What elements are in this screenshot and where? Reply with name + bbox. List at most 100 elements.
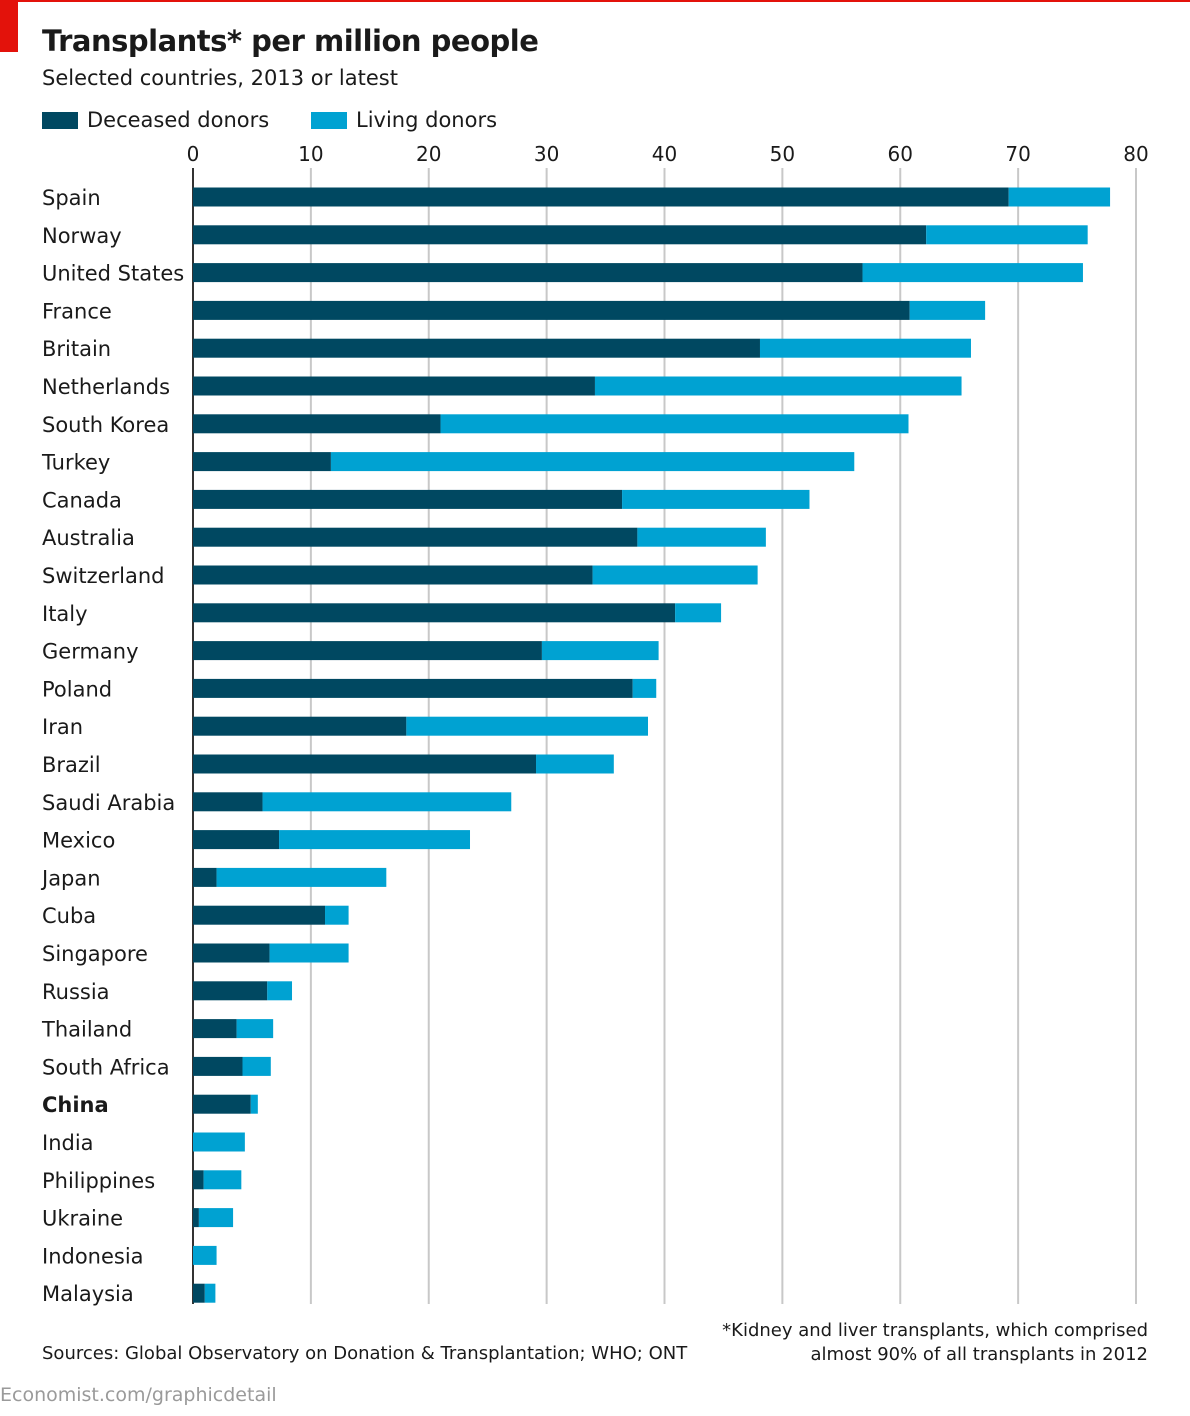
legend-label-living: Living donors [356, 108, 498, 132]
sources-note: Sources: Global Observatory on Donation … [42, 1343, 688, 1364]
bar-living-norway [926, 225, 1088, 245]
category-label: Poland [42, 677, 112, 701]
bar-living-turkey [330, 452, 855, 472]
category-label: India [42, 1131, 94, 1155]
bar-living-philippines [203, 1170, 242, 1190]
bar-deceased-singapore [193, 943, 270, 963]
category-label: South Korea [42, 413, 169, 437]
bar-living-india [193, 1132, 245, 1152]
bar-deceased-china [193, 1094, 251, 1114]
bar-living-germany [541, 641, 659, 661]
category-label: Malaysia [42, 1282, 134, 1306]
x-tick-label: 40 [652, 142, 677, 166]
x-tick-label: 80 [1123, 142, 1148, 166]
bar-living-spain [1008, 187, 1111, 207]
bar-deceased-norway [193, 225, 927, 245]
bar-living-china [250, 1094, 258, 1114]
bar-living-italy [675, 603, 722, 623]
bar-deceased-france [193, 300, 910, 320]
x-tick-label: 20 [416, 142, 441, 166]
category-label: Philippines [42, 1169, 155, 1193]
category-label: Netherlands [42, 375, 170, 399]
x-tick-label: 0 [187, 142, 200, 166]
bar-living-united-states [862, 263, 1083, 283]
x-tick-label: 60 [888, 142, 913, 166]
bar-deceased-iran [193, 716, 407, 736]
bar-deceased-canada [193, 489, 623, 509]
category-label: Japan [40, 866, 101, 890]
x-tick-label: 50 [770, 142, 795, 166]
category-label: Iran [42, 715, 83, 739]
category-label: China [42, 1093, 109, 1117]
bar-living-south-africa [242, 1056, 271, 1076]
bar-living-australia [637, 527, 766, 547]
bar-deceased-switzerland [193, 565, 593, 585]
x-tick-label: 10 [298, 142, 323, 166]
category-label: Germany [42, 640, 139, 664]
category-label: Canada [42, 488, 122, 512]
bar-deceased-russia [193, 981, 268, 1001]
category-label: Brazil [42, 753, 101, 777]
bar-living-south-korea [440, 414, 909, 434]
category-label: Thailand [41, 1018, 132, 1042]
bar-deceased-ukraine [193, 1208, 199, 1228]
category-label: South Africa [42, 1055, 170, 1079]
bar-deceased-japan [193, 867, 217, 887]
legend-item-living: Living donors [311, 106, 497, 134]
bar-deceased-spain [193, 187, 1009, 207]
bar-living-ukraine [198, 1208, 234, 1228]
bar-deceased-germany [193, 641, 542, 661]
gridlines [192, 168, 1137, 1304]
top-red-rule [0, 0, 1190, 2]
category-label: France [42, 299, 112, 323]
bar-living-saudi-arabia [262, 792, 512, 812]
bar-deceased-united-states [193, 263, 863, 283]
category-label: Switzerland [42, 564, 165, 588]
x-tick-label: 70 [1005, 142, 1030, 166]
bar-living-russia [267, 981, 293, 1001]
bar-living-netherlands [594, 376, 962, 396]
bar-living-thailand [236, 1019, 274, 1039]
bar-deceased-south-korea [193, 414, 441, 434]
x-axis-tick-labels: 0 10 20 30 40 50 60 70 80 [187, 142, 1149, 166]
legend-label-deceased: Deceased donors [87, 108, 270, 132]
bar-living-malaysia [204, 1283, 216, 1303]
bar-living-iran [406, 716, 648, 736]
footnote-line-2: almost 90% of all transplants in 2012 [810, 1344, 1148, 1365]
x-tick-label: 30 [534, 142, 559, 166]
category-label: Singapore [42, 942, 148, 966]
bar-living-poland [632, 678, 657, 698]
bar-deceased-malaysia [193, 1283, 205, 1303]
bar-living-france [909, 300, 986, 320]
category-label: Britain [42, 337, 111, 361]
category-label: Italy [42, 602, 88, 626]
bar-deceased-italy [193, 603, 676, 623]
category-label: Turkey [41, 451, 110, 475]
legend-swatch-living [311, 111, 347, 129]
bar-living-singapore [269, 943, 349, 963]
stacked-bar-chart: 0 10 20 30 40 50 60 70 80 Spain Norway United Stat… [40, 142, 1149, 1306]
credit-link[interactable]: Economist.com/graphicdetail [0, 1384, 277, 1406]
bar-deceased-australia [193, 527, 638, 547]
red-corner-tab [0, 0, 18, 52]
category-label: Russia [42, 980, 110, 1004]
footnote: *Kidney and liver transplants, which com… [628, 1319, 1148, 1367]
bar-deceased-netherlands [193, 376, 595, 396]
category-label: Spain [42, 186, 101, 210]
chart-subtitle: Selected countries, 2013 or latest [42, 66, 398, 90]
bar-deceased-britain [193, 338, 760, 358]
category-label: Mexico [42, 829, 115, 853]
bar-deceased-brazil [193, 754, 537, 774]
bar-living-japan [216, 867, 387, 887]
chart-title: Transplants* per million people [42, 24, 539, 58]
footnote-line-1: *Kidney and liver transplants, which com… [722, 1320, 1148, 1341]
category-label: Saudi Arabia [42, 791, 175, 815]
bar-deceased-south-africa [193, 1056, 243, 1076]
category-label: Norway [42, 224, 122, 248]
category-label: Ukraine [42, 1207, 123, 1231]
bar-living-brazil [536, 754, 614, 774]
bar-living-switzerland [592, 565, 758, 585]
legend-item-deceased: Deceased donors [42, 106, 269, 134]
bar-deceased-saudi-arabia [193, 792, 263, 812]
category-label: United States [42, 262, 184, 286]
